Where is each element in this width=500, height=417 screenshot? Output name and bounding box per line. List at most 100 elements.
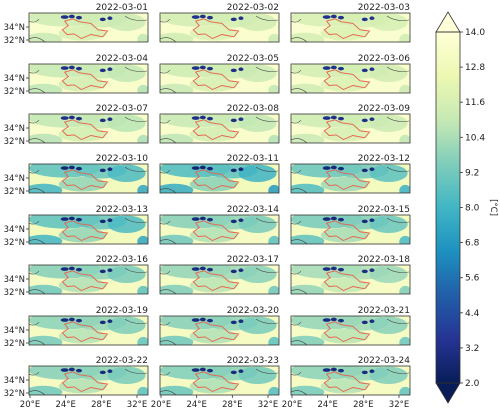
region-outline bbox=[61, 321, 109, 343]
map-panel: 2022-03-16 34°N 32°N bbox=[4, 255, 149, 298]
field-blob bbox=[291, 83, 325, 93]
field-blob bbox=[320, 329, 369, 344]
x-tick-label: 32°E bbox=[127, 400, 147, 410]
field-blob bbox=[189, 77, 238, 92]
field-blob bbox=[189, 329, 238, 344]
map-panel: 2022-03-15 bbox=[290, 205, 411, 245]
island-spot bbox=[75, 368, 82, 373]
island-spot bbox=[330, 165, 337, 170]
panel-date-label: 2022-03-15 bbox=[358, 205, 410, 215]
coastline bbox=[160, 217, 279, 244]
field-blob bbox=[399, 386, 410, 395]
region-outline bbox=[61, 69, 109, 91]
panel-date-label: 2022-03-02 bbox=[227, 3, 279, 13]
colorbar-label: [°C] bbox=[488, 199, 498, 216]
island-spot bbox=[68, 115, 75, 120]
map-field bbox=[29, 64, 148, 93]
field-blob bbox=[291, 183, 325, 193]
field-blob bbox=[399, 336, 410, 345]
island-spot bbox=[199, 65, 206, 70]
field-blob bbox=[268, 235, 279, 244]
field-blob bbox=[291, 335, 325, 345]
y-tick-label: 34°N bbox=[4, 225, 25, 235]
island-spot bbox=[60, 166, 69, 170]
island-spot bbox=[230, 17, 237, 22]
panel-date-label: 2022-03-14 bbox=[227, 205, 280, 215]
field-blob bbox=[399, 33, 410, 42]
field-blob bbox=[238, 114, 277, 132]
field-blob bbox=[268, 336, 279, 345]
panel-frame bbox=[290, 113, 411, 144]
field-blob bbox=[291, 234, 325, 244]
field-blob bbox=[238, 215, 277, 233]
island-spot bbox=[238, 167, 244, 172]
colorbar: 14.0 12.8 11.6 10.4 9.2 8.0 6.8 5.6 4.4 3.2 2.0 [°C… bbox=[435, 11, 498, 404]
island-spot bbox=[238, 16, 244, 21]
panel-frame bbox=[290, 163, 411, 194]
field-blob bbox=[320, 379, 369, 394]
island-spot bbox=[337, 166, 344, 171]
island-spot bbox=[75, 15, 82, 20]
panel-date-label: 2022-03-06 bbox=[358, 54, 411, 64]
panel-frame bbox=[159, 264, 280, 295]
island-spot bbox=[369, 16, 375, 21]
panel-date-label: 2022-03-07 bbox=[96, 104, 148, 114]
field-blob bbox=[29, 335, 63, 345]
island-spot bbox=[369, 268, 375, 273]
panel-date-label: 2022-03-04 bbox=[96, 54, 149, 64]
colorbar-tick-label: 2.0 bbox=[465, 379, 480, 389]
island-spot bbox=[361, 17, 368, 22]
panel-date-label: 2022-03-21 bbox=[358, 306, 410, 316]
island-spot bbox=[191, 116, 200, 120]
island-spot bbox=[330, 266, 337, 271]
panel-frame bbox=[159, 113, 280, 144]
panel-frame bbox=[28, 264, 149, 295]
island-spot bbox=[68, 65, 75, 70]
region-outline bbox=[323, 69, 371, 91]
field-blob bbox=[369, 366, 408, 384]
field-blob bbox=[189, 127, 238, 142]
colorbar-tick-label: 4.4 bbox=[465, 309, 480, 319]
coastline bbox=[160, 318, 279, 345]
coastline bbox=[29, 116, 148, 143]
region-outline bbox=[61, 169, 109, 191]
region-outline bbox=[61, 220, 109, 242]
field-blob bbox=[29, 183, 63, 193]
field-blob bbox=[399, 134, 410, 143]
coastline bbox=[29, 166, 148, 193]
panel-frame bbox=[290, 365, 411, 396]
field-blob bbox=[189, 177, 238, 192]
colorbar-tick-label: 5.6 bbox=[465, 274, 480, 284]
island-spot bbox=[337, 217, 344, 222]
y-tick-label: 34°N bbox=[4, 174, 25, 184]
island-spot bbox=[107, 268, 113, 273]
panel-frame bbox=[290, 315, 411, 346]
field-blob bbox=[291, 133, 325, 143]
island-spot bbox=[107, 319, 113, 324]
panel-frame bbox=[28, 365, 149, 396]
panel-date-label: 2022-03-17 bbox=[227, 255, 279, 265]
y-tick-label: 34°N bbox=[4, 124, 25, 134]
field-blob bbox=[160, 83, 194, 93]
map-panel: 2022-03-05 bbox=[159, 54, 280, 94]
island-spot bbox=[60, 66, 69, 70]
map-panel: 2022-03-14 bbox=[159, 205, 280, 245]
field-blob bbox=[268, 285, 279, 294]
field-blob bbox=[107, 316, 146, 334]
field-blob bbox=[137, 336, 148, 345]
region-outline bbox=[323, 270, 371, 292]
island-spot bbox=[99, 269, 106, 274]
island-spot bbox=[230, 269, 237, 274]
panel-date-label: 2022-03-19 bbox=[96, 306, 149, 316]
panel-date-label: 2022-03-01 bbox=[96, 3, 148, 13]
x-tick-label: 24°E bbox=[55, 400, 75, 410]
island-spot bbox=[322, 166, 331, 170]
map-panel: 2022-03-12 bbox=[290, 154, 411, 194]
field-blob bbox=[268, 184, 279, 193]
y-tick-label: 34°N bbox=[4, 74, 25, 84]
region-outline bbox=[61, 119, 109, 141]
island-spot bbox=[107, 67, 113, 72]
coastline bbox=[291, 318, 410, 345]
island-spot bbox=[191, 66, 200, 70]
region-outline bbox=[192, 169, 240, 191]
